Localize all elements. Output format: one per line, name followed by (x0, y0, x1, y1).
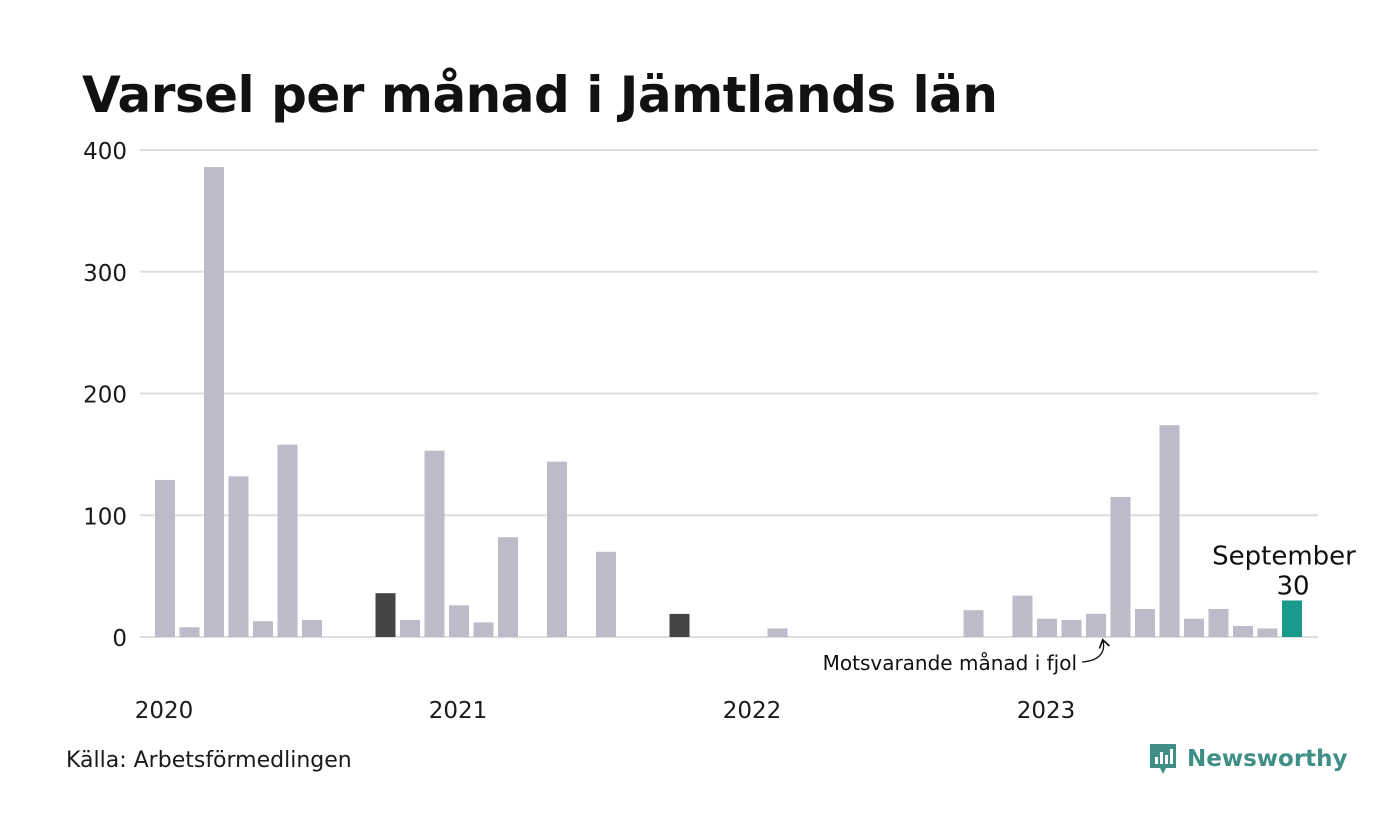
bar (1110, 496, 1131, 637)
bar (302, 619, 322, 637)
previous-year-annotation: Motsvarande månad i fjol (823, 651, 1077, 675)
source-note: Källa: Arbetsförmedlingen (66, 748, 352, 773)
y-tick-label: 300 (83, 261, 127, 287)
bar (424, 450, 445, 637)
bar (1257, 628, 1278, 637)
bar (449, 605, 469, 637)
bar-previous-year (375, 593, 396, 637)
bar (1159, 425, 1180, 637)
y-axis-ticks: 0 100 200 300 400 (83, 139, 127, 652)
brand-logo: Newsworthy (1148, 742, 1348, 776)
bar (498, 537, 518, 637)
current-month-label: September (1212, 541, 1356, 571)
bar (1233, 626, 1253, 637)
x-year-label: 2022 (723, 698, 782, 724)
bar (963, 610, 984, 637)
annotation-arrow (1081, 641, 1104, 663)
y-tick-label: 400 (83, 139, 127, 165)
bar (767, 628, 788, 637)
bar (1061, 619, 1082, 637)
bar (1135, 608, 1155, 637)
bar (547, 461, 567, 637)
brand-name: Newsworthy (1187, 746, 1348, 772)
bar (1012, 595, 1033, 637)
bar (1208, 608, 1229, 637)
y-tick-label: 0 (112, 626, 127, 652)
chart-title: Varsel per månad i Jämtlands län (82, 66, 998, 124)
bars (155, 167, 1302, 638)
x-year-label: 2021 (429, 698, 488, 724)
bar (1086, 613, 1106, 637)
bar (204, 167, 224, 638)
bar (228, 476, 249, 637)
bar (277, 444, 298, 637)
current-value-label: 30 (1276, 571, 1309, 601)
bar (253, 621, 273, 637)
y-tick-label: 200 (83, 383, 127, 409)
bar-current-month (1282, 600, 1302, 637)
bar (155, 479, 175, 637)
x-year-label: 2023 (1017, 698, 1076, 724)
bar (596, 551, 616, 637)
bar (1037, 618, 1057, 637)
bar (179, 627, 200, 637)
x-year-label: 2020 (135, 698, 194, 724)
bar (473, 622, 494, 637)
gridlines (140, 149, 1318, 638)
y-tick-label: 100 (83, 504, 127, 530)
x-axis-year-labels: 2020 2021 2022 2023 (135, 698, 1076, 724)
newsworthy-logo-icon (1150, 744, 1176, 774)
bar-previous-year (669, 613, 690, 637)
bar (400, 619, 420, 637)
bar (1184, 618, 1204, 637)
bar-chart: 0 100 200 300 400 2020 2021 2022 2023 September… (83, 139, 1357, 724)
